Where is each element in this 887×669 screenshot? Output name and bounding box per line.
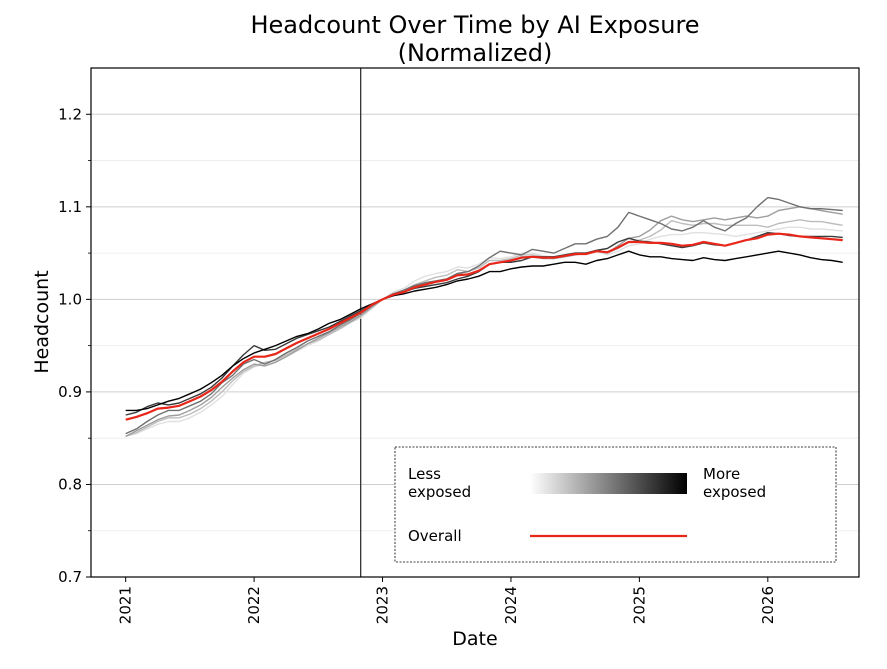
legend-more-exposed-line1: More — [703, 465, 740, 483]
y-tick-label: 0.7 — [58, 568, 82, 586]
legend-box — [394, 446, 837, 563]
series-lines — [125, 196, 843, 437]
series-line-exposure-2 — [125, 219, 843, 437]
y-axis-ticks: 0.7 0.8 0.9 1.0 1.1 1.2 — [58, 105, 91, 586]
series-line-exposure-6 — [125, 250, 843, 412]
chart-subtitle: (Normalized) — [398, 39, 553, 67]
legend: Less exposed More exposed Overall — [394, 446, 837, 563]
series-line-overall — [125, 232, 843, 421]
y-tick-label: 1.1 — [58, 198, 82, 216]
y-tick-label: 0.8 — [58, 475, 82, 493]
chart-title: Headcount Over Time by AI Exposure — [250, 11, 699, 39]
x-tick-label: 2024 — [502, 586, 520, 624]
legend-overall-label: Overall — [408, 527, 462, 545]
x-tick-label: 2021 — [117, 586, 135, 624]
x-tick-label: 2025 — [630, 586, 648, 624]
x-axis-ticks: 2021 2022 2023 2024 2025 2026 — [117, 577, 777, 624]
x-tick-label: 2023 — [374, 586, 392, 624]
y-tick-label: 1.2 — [58, 105, 82, 123]
y-tick-label: 0.9 — [58, 383, 82, 401]
series-line-exposure-3 — [125, 206, 843, 437]
legend-more-exposed-line2: exposed — [703, 483, 766, 501]
x-tick-label: 2026 — [759, 586, 777, 624]
series-line-exposure-1 — [125, 226, 843, 437]
plot-frame — [90, 67, 860, 578]
x-tick-label: 2022 — [245, 586, 263, 624]
x-axis-label: Date — [452, 628, 497, 650]
y-axis-label: Headcount — [31, 270, 53, 373]
legend-exposure-gradient — [530, 473, 687, 494]
series-line-exposure-5 — [125, 231, 843, 416]
legend-less-exposed-line1: Less — [408, 465, 441, 483]
legend-less-exposed-line2: exposed — [408, 483, 471, 501]
series-line-exposure-4 — [125, 196, 843, 435]
y-tick-label: 1.0 — [58, 290, 82, 308]
